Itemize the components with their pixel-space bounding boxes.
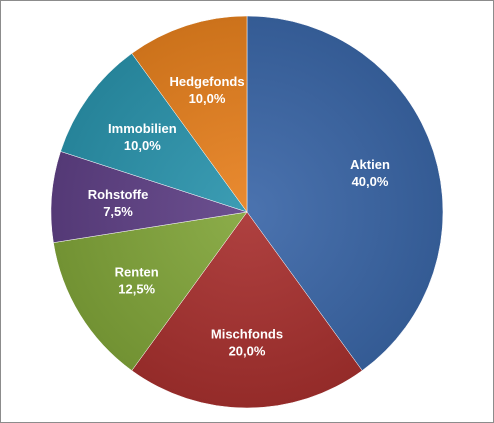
slice-label-immobilien: Immobilien [108,121,177,136]
slice-value-immobilien: 10,0% [124,138,161,153]
slice-value-aktien: 40,0% [352,174,389,189]
slice-label-hedgefonds: Hedgefonds [169,74,244,89]
pie-slice-aktien [246,15,444,371]
pie-slice-renten [53,211,248,371]
slice-value-hedgefonds: 10,0% [189,91,226,106]
pie-slice-hedgefonds [131,15,248,213]
pie-slice-immobilien [60,53,248,213]
slice-label-rohstoffe: Rohstoffe [88,187,149,202]
pie-slice-mischfonds [131,211,363,409]
slice-value-rohstoffe: 7,5% [103,204,133,219]
slice-label-renten: Renten [115,265,159,280]
slice-label-mischfonds: Mischfonds [211,326,283,341]
slice-value-mischfonds: 20,0% [229,343,266,358]
slice-value-renten: 12,5% [118,282,155,297]
slice-label-aktien: Aktien [350,157,390,172]
